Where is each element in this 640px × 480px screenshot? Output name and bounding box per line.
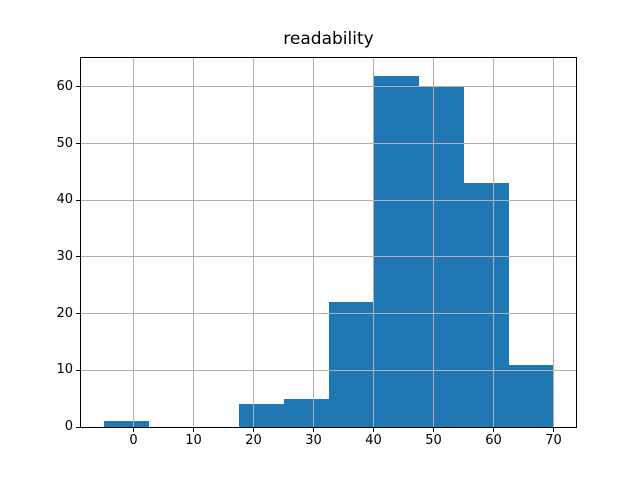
x-axis-tick — [313, 428, 314, 432]
histogram-bar — [283, 398, 329, 427]
gridline-vertical — [373, 58, 374, 427]
histogram-bar — [508, 364, 554, 427]
histogram-bar — [328, 302, 374, 427]
gridline-vertical — [133, 58, 134, 427]
gridline-horizontal — [81, 143, 576, 145]
x-axis-tick-label: 60 — [485, 433, 502, 448]
y-axis-tick — [76, 143, 80, 145]
gridline-vertical — [193, 58, 194, 427]
gridline-vertical — [253, 58, 254, 427]
gridline-horizontal — [81, 313, 576, 315]
y-axis-tick-label: 10 — [56, 362, 73, 378]
y-axis-tick — [76, 369, 80, 371]
x-axis-tick-label: 50 — [425, 433, 442, 448]
gridline-horizontal — [81, 199, 576, 201]
histogram-bar — [463, 183, 509, 427]
gridline-vertical — [553, 58, 554, 427]
y-axis-tick-label: 30 — [56, 248, 73, 264]
x-axis-tick — [133, 428, 134, 432]
gridline-vertical — [313, 58, 314, 427]
y-axis-tick — [76, 256, 80, 258]
chart-title: readability — [283, 29, 374, 49]
y-axis-tick-label: 0 — [64, 419, 73, 434]
x-axis-tick — [253, 428, 254, 432]
gridline-horizontal — [81, 256, 576, 258]
histogram-bar — [103, 421, 149, 427]
x-axis-tick-label: 40 — [365, 433, 382, 448]
y-axis-tick — [76, 313, 80, 315]
gridline-horizontal — [81, 369, 576, 371]
histogram-bar — [373, 75, 419, 427]
plot-area — [80, 57, 577, 428]
y-axis-tick — [76, 86, 80, 88]
x-axis-tick — [193, 428, 194, 432]
x-axis-tick-label: 20 — [245, 433, 262, 448]
y-axis-tick — [76, 426, 80, 428]
x-axis-tick-label: 70 — [545, 433, 562, 448]
gridline-horizontal — [81, 86, 576, 88]
x-axis-tick-label: 10 — [185, 433, 202, 448]
y-axis-tick-label: 40 — [56, 192, 73, 208]
x-axis-tick — [373, 428, 374, 432]
y-axis-tick-label: 60 — [56, 78, 73, 94]
histogram-bar — [238, 404, 284, 427]
gridline-vertical — [493, 58, 494, 427]
y-axis-tick-label: 20 — [56, 305, 73, 321]
y-axis-tick — [76, 199, 80, 201]
x-axis-tick — [493, 428, 494, 432]
gridline-horizontal — [81, 426, 576, 428]
x-axis-tick-label: 30 — [305, 433, 322, 448]
y-axis-tick-label: 50 — [56, 135, 73, 151]
x-axis-tick-label: 0 — [129, 433, 138, 448]
x-axis-tick — [433, 428, 434, 432]
gridline-vertical — [433, 58, 434, 427]
x-axis-tick — [553, 428, 554, 432]
